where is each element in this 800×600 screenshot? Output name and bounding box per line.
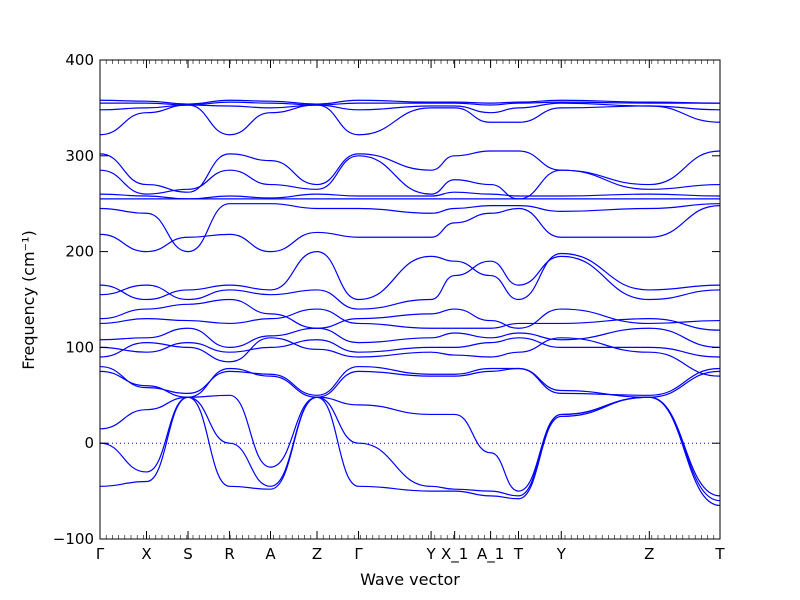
x-tick-label: X_1	[441, 545, 468, 564]
band-line-4	[99, 367, 721, 398]
band-line-13	[99, 205, 721, 253]
y-tick-label: 400	[65, 51, 94, 69]
x-tick-label: Y	[425, 545, 436, 563]
band-line-19	[99, 104, 721, 136]
x-axis-title: Wave vector	[360, 570, 460, 589]
band-line-1	[99, 396, 721, 507]
band-line-8	[99, 327, 721, 349]
x-tick-label: T	[513, 545, 524, 563]
band-line-16	[99, 191, 721, 200]
x-tick-label: Z	[644, 545, 654, 563]
x-tick-label: Z	[312, 545, 322, 563]
plot-background	[100, 60, 720, 539]
y-tick-label: 0	[84, 434, 94, 452]
x-tick-label: R	[224, 545, 234, 563]
band-line-18	[99, 150, 721, 193]
band-line-14	[99, 203, 721, 253]
x-tick-label: Y	[556, 545, 567, 563]
x-tick-label: A	[265, 545, 276, 563]
band-line-7	[99, 337, 721, 358]
y-tick-label: −100	[53, 530, 94, 548]
band-line-9	[99, 308, 721, 331]
x-tick-label: Γ	[354, 545, 363, 563]
y-axis-title: Frequency (cm⁻¹)	[19, 230, 38, 369]
x-tick-label: S	[183, 545, 193, 563]
band-line-11	[99, 255, 721, 310]
band-line-3	[99, 394, 721, 497]
x-tick-label: X	[141, 545, 151, 563]
x-tick-label: Γ	[96, 545, 105, 563]
series-layer	[99, 99, 721, 507]
y-tick-label: 200	[65, 243, 94, 261]
band-line-22	[99, 99, 721, 105]
y-tick-label: 100	[65, 338, 94, 356]
band-line-21	[99, 101, 720, 106]
band-line-5	[99, 365, 721, 396]
x-tick-label: A_1	[477, 545, 504, 564]
plot-frame	[99, 59, 721, 540]
band-line-6	[99, 337, 721, 377]
band-line-10	[99, 298, 721, 329]
x-tick-label: T	[714, 545, 725, 563]
band-line-12	[99, 250, 721, 301]
y-tick-label: 300	[65, 147, 94, 165]
x-tick-layer: Γ X S R A Z Γ Y X_1 A_1 T Y Z T	[96, 60, 725, 564]
